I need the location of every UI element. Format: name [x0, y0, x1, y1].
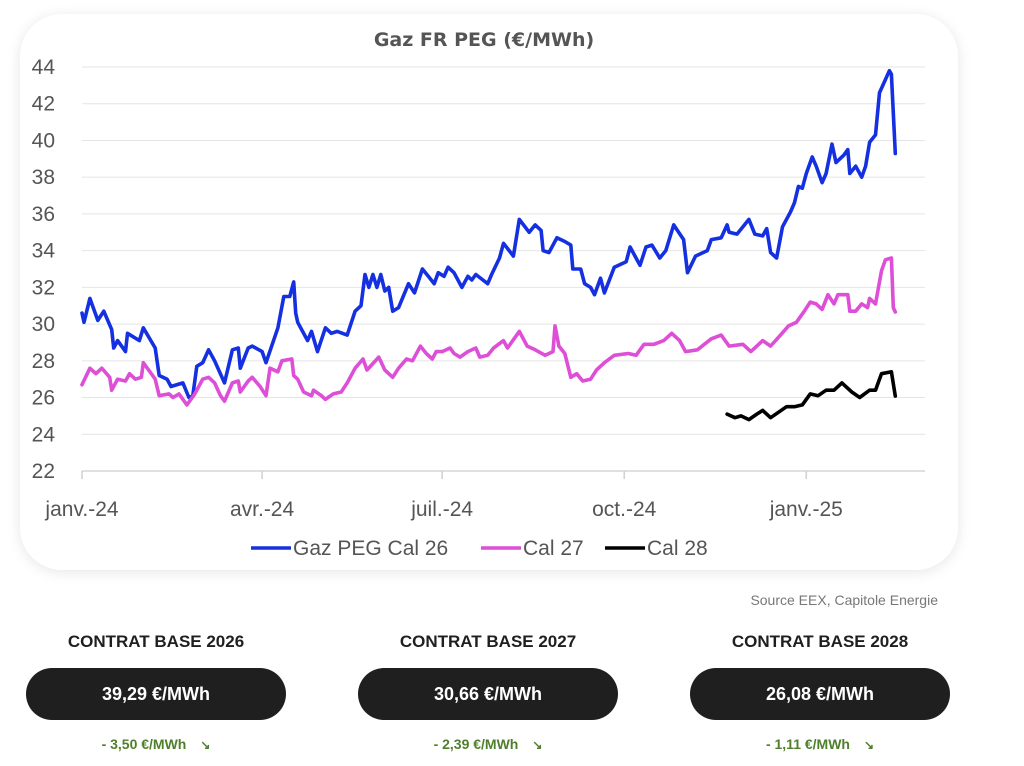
arrow-down-right-icon: ↘ — [863, 738, 875, 752]
x-tick-label: oct.-24 — [592, 498, 657, 521]
y-tick-label: 30 — [32, 313, 55, 336]
y-tick-label: 26 — [32, 387, 55, 410]
legend-item: Cal 28 — [605, 537, 708, 560]
contract-title: CONTRAT BASE 2026 — [67, 632, 245, 651]
line-chart: Gaz FR PEG (€/MWh) 22 24 26 28 30 32 34 36 38 40 4… — [32, 29, 925, 560]
y-tick-label: 28 — [32, 350, 55, 373]
contract-change: - 3,50 €/MWh ↘ — [6, 736, 306, 752]
y-tick-label: 22 — [32, 460, 55, 483]
legend-item: Gaz PEG Cal 26 — [251, 537, 448, 560]
change-value: - 1,11 €/MWh — [765, 736, 850, 752]
x-tick-label: juil.-24 — [410, 498, 473, 521]
contract-2026: CONTRAT BASE 2026 39,29 €/MWh - 3,50 €/M… — [6, 630, 306, 752]
y-tick-label: 32 — [32, 276, 55, 299]
y-axis-ticks: 22 24 26 28 30 32 34 36 38 40 42 44 — [32, 56, 56, 483]
contract-price-badge: 30,66 €/MWh — [358, 668, 618, 720]
contract-change: - 2,39 €/MWh ↘ — [338, 736, 638, 752]
y-tick-label: 44 — [32, 56, 56, 79]
legend-label: Cal 27 — [523, 537, 584, 560]
gridlines — [82, 66, 925, 472]
x-tick-label: janv.-25 — [769, 498, 843, 521]
change-value: - 3,50 €/MWh — [101, 736, 187, 752]
x-axis: janv.-24 avr.-24 juil.-24 oct.-24 janv.-25 — [44, 471, 843, 521]
contract-2027: CONTRAT BASE 2027 30,66 €/MWh - 2,39 €/M… — [338, 630, 638, 752]
series-line-2 — [80, 256, 898, 407]
chart-card — [20, 14, 958, 570]
contract-price-badge: 26,08 €/MWh — [690, 668, 950, 720]
source-note: Source EEX, Capitole Energie — [750, 592, 938, 608]
contract-2028: CONTRAT BASE 2028 26,08 €/MWh - 1,11 €/M… — [670, 630, 970, 752]
series-line-3 — [725, 370, 898, 422]
y-tick-label: 36 — [32, 203, 55, 226]
y-tick-label: 40 — [32, 129, 55, 152]
legend-label: Cal 28 — [647, 537, 708, 560]
change-value: - 2,39 €/MWh — [433, 736, 519, 752]
legend-item: Cal 27 — [481, 537, 584, 560]
legend-label: Gaz PEG Cal 26 — [293, 537, 448, 560]
x-tick-label: janv.-24 — [44, 498, 118, 521]
contract-title: CONTRAT BASE 2027 — [399, 632, 577, 651]
chart-title: Gaz FR PEG (€/MWh) — [374, 29, 594, 51]
arrow-down-right-icon: ↘ — [200, 738, 211, 752]
contract-title: CONTRAT BASE 2028 — [731, 632, 909, 651]
series-line-1 — [80, 68, 898, 400]
contract-change: - 1,11 €/MWh ↘ — [670, 736, 970, 752]
y-tick-label: 34 — [32, 240, 56, 263]
y-tick-label: 24 — [32, 423, 56, 446]
arrow-down-right-icon: ↘ — [532, 738, 543, 752]
contract-price-badge: 39,29 €/MWh — [26, 668, 286, 720]
x-tick-label: avr.-24 — [230, 498, 295, 521]
legend: Gaz PEG Cal 26 Cal 27 Cal 28 — [251, 537, 708, 560]
series-lines — [80, 68, 898, 422]
y-tick-label: 38 — [32, 166, 55, 189]
y-tick-label: 42 — [32, 93, 55, 116]
